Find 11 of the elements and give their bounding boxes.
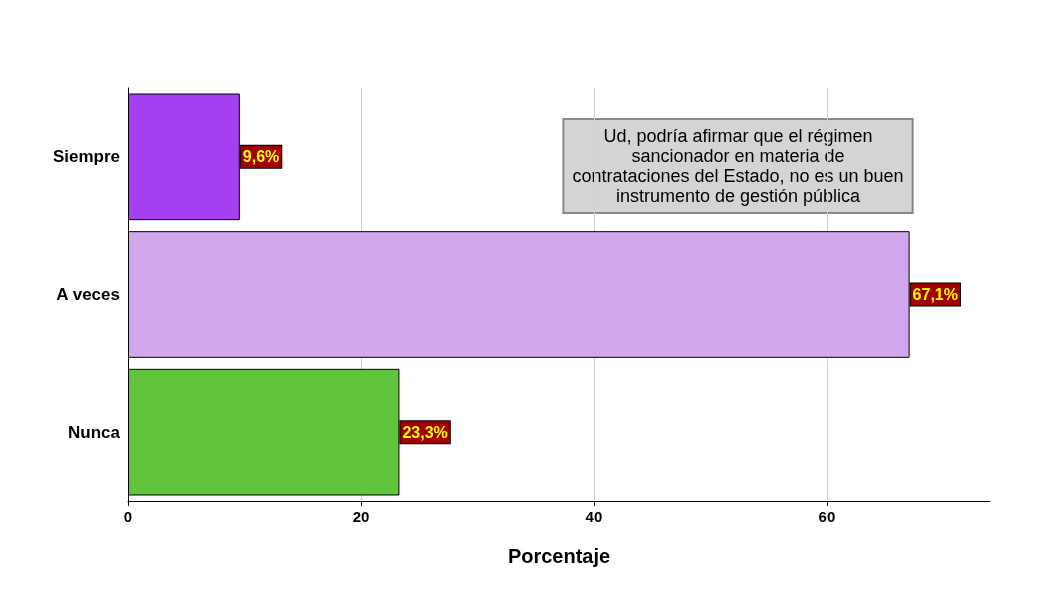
y-tick-label: Siempre bbox=[52, 147, 120, 167]
x-tick-label: 60 bbox=[818, 508, 836, 525]
x-tick-label: 40 bbox=[585, 508, 603, 525]
data-label: 9,6% bbox=[242, 148, 280, 166]
x-axis-title: Porcentaje bbox=[507, 545, 611, 567]
x-tick-label: 0 bbox=[123, 508, 133, 525]
data-label: 23,3% bbox=[402, 423, 448, 441]
data-label: 67,1% bbox=[912, 286, 958, 303]
x-tick-label: 20 bbox=[352, 508, 370, 525]
y-tick-label: Nunca bbox=[68, 422, 121, 442]
y-tick-label: A veces bbox=[56, 285, 120, 304]
